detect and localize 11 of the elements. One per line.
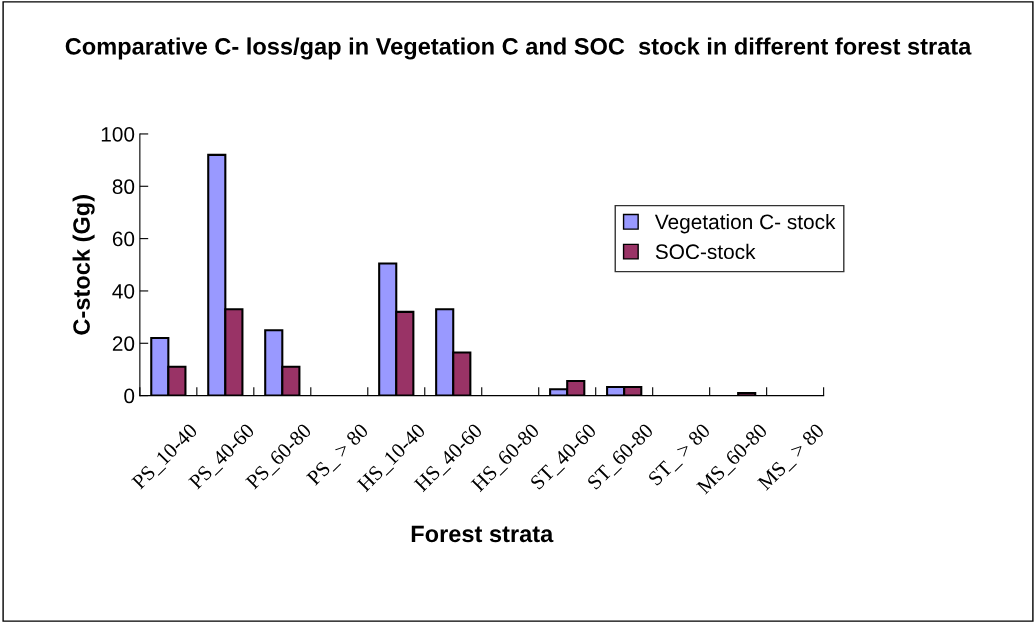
y-tick-label: 20: [112, 336, 135, 352]
legend-label: Vegetation C- stock: [654, 213, 836, 234]
y-axis-title: C-stock (Gg): [72, 195, 95, 335]
chart-title: Comparative C- loss/gap in Vegetation C and SOC stock in different forest strata: [65, 37, 972, 60]
y-tick-label: 40: [112, 283, 135, 299]
x-axis-title: Forest strata: [411, 525, 554, 543]
y-tick-label: 0: [124, 388, 135, 404]
y-tick-label: 80: [112, 179, 135, 195]
y-tick-label: 60: [112, 231, 135, 247]
legend-label: SOC-stock: [655, 243, 756, 260]
y-tick-label: 100: [101, 126, 135, 142]
